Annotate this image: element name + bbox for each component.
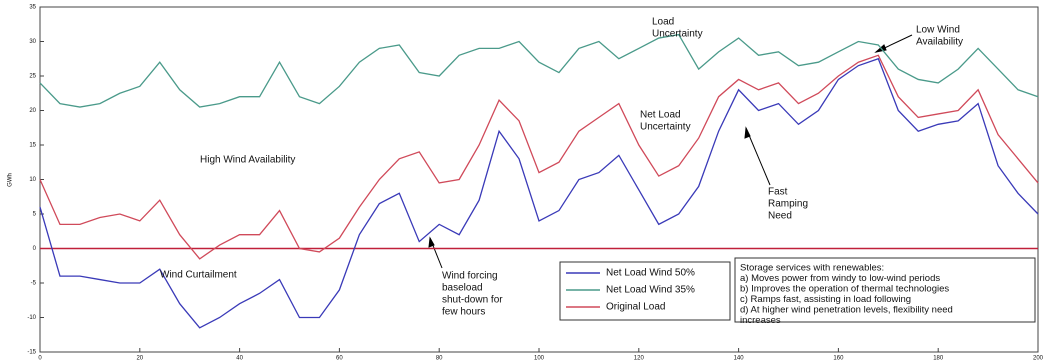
y-tick-label: -5 <box>31 281 37 287</box>
annotation: Load <box>652 17 674 28</box>
annotation: Uncertainty <box>652 29 703 40</box>
annotation: Wind Curtailment <box>160 270 237 281</box>
y-tick-label: 5 <box>33 212 37 218</box>
x-tick-label: 40 <box>236 356 243 362</box>
y-tick-label: -15 <box>27 350 36 356</box>
annotation: Fast <box>768 187 788 198</box>
legend-label: Original Load <box>606 302 665 313</box>
annotation: shut-down for <box>442 295 503 306</box>
annotation: b) Improves the operation of thermal tec… <box>740 284 949 295</box>
series-line <box>39 57 1039 329</box>
x-tick-label: 20 <box>136 356 143 362</box>
y-tick-label: 35 <box>29 5 36 11</box>
annotation: Uncertainty <box>640 122 691 133</box>
x-tick-label: 80 <box>436 356 443 362</box>
annotation: Need <box>768 211 792 222</box>
x-tick-label: 160 <box>833 356 844 362</box>
arrow-head <box>744 126 751 139</box>
info-box <box>734 257 1036 323</box>
annotation: increases <box>740 315 781 326</box>
y-tick-label: -10 <box>27 315 36 321</box>
legend-label: Net Load Wind 35% <box>606 285 695 296</box>
annotation: Storage services with renewables: <box>740 263 884 274</box>
y-tick-label: 20 <box>29 108 36 114</box>
x-tick-label: 200 <box>1033 356 1043 362</box>
x-tick-label: 120 <box>634 356 645 362</box>
arrow <box>745 127 771 186</box>
x-tick-label: 180 <box>933 356 944 362</box>
x-tick-label: 100 <box>534 356 545 362</box>
y-tick-label: 15 <box>29 143 36 149</box>
legend-box <box>559 261 731 321</box>
arrow-head <box>428 236 435 248</box>
legend-label: Net Load Wind 50% <box>606 268 695 279</box>
x-tick-label: 60 <box>336 356 343 362</box>
annotation: d) At higher wind penetration levels, fl… <box>740 305 953 316</box>
annotation: High Wind Availability <box>200 155 295 166</box>
x-tick-label: 0 <box>38 356 42 362</box>
annotation: a) Moves power from windy to low-wind pe… <box>740 273 940 284</box>
annotation: Wind forcing <box>442 271 498 282</box>
annotation: c) Ramps fast, assisting in load followi… <box>740 294 911 305</box>
arrows <box>428 34 913 269</box>
annotation: baseload <box>442 283 483 294</box>
series-line <box>39 33 1039 108</box>
x-tick-label: 140 <box>734 356 745 362</box>
y-tick-label: 25 <box>29 74 36 80</box>
annotation: Ramping <box>768 199 808 210</box>
annotation: few hours <box>442 307 485 318</box>
y-tick-label: 0 <box>33 246 37 252</box>
series-line <box>39 54 1039 260</box>
annotation: Availability <box>916 37 963 48</box>
annotation: Net Load <box>640 110 681 121</box>
y-tick-label: 10 <box>29 177 36 183</box>
y-axis-label: GWh <box>8 173 14 187</box>
y-tick-label: 30 <box>29 39 36 45</box>
annotation: Low Wind <box>916 25 960 36</box>
